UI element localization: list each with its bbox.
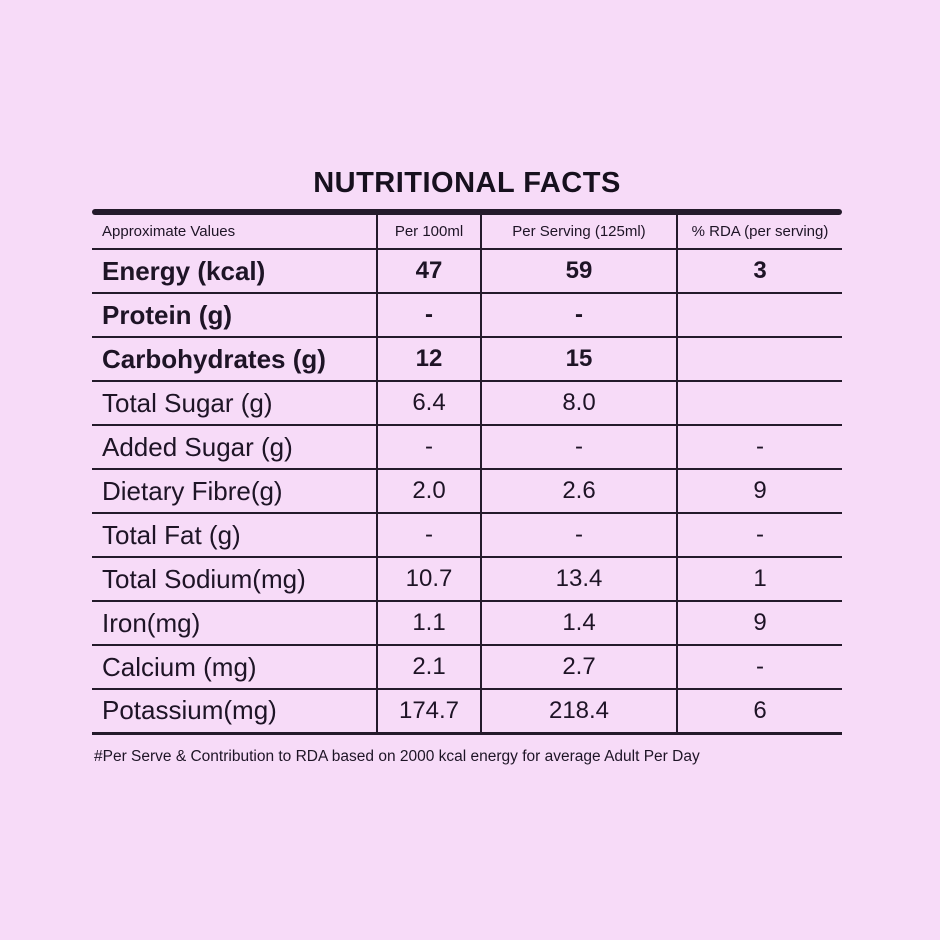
column-header-per-100ml: Per 100ml: [376, 215, 481, 250]
table-row: Calcium (mg) 2.1 2.7 -: [92, 645, 842, 690]
value-per-100ml: 47: [376, 249, 481, 294]
row-label: Total Sodium(mg): [92, 557, 377, 602]
row-label: Calcium (mg): [92, 645, 377, 690]
value-per-serving: -: [480, 293, 677, 338]
nutrition-label: NUTRITIONAL FACTS Approximate Values Per…: [92, 167, 842, 766]
row-label: Iron(mg): [92, 601, 377, 646]
row-label: Added Sugar (g): [92, 425, 377, 470]
value-rda: 6: [676, 689, 842, 735]
row-label: Potassium(mg): [92, 689, 377, 735]
value-per-100ml: 6.4: [376, 381, 481, 426]
footnote: #Per Serve & Contribution to RDA based o…: [94, 747, 700, 765]
value-per-100ml: -: [376, 293, 481, 338]
row-label: Total Fat (g): [92, 513, 377, 558]
value-per-100ml: 10.7: [376, 557, 481, 602]
table-row: Total Sugar (g) 6.4 8.0: [92, 381, 842, 426]
value-rda: 9: [676, 601, 842, 646]
value-per-serving: 1.4: [480, 601, 677, 646]
value-per-serving: -: [480, 425, 677, 470]
value-per-100ml: 174.7: [376, 689, 481, 735]
table-header-row: Approximate Values Per 100ml Per Serving…: [92, 215, 842, 250]
value-rda: [676, 293, 842, 338]
table-row: Iron(mg) 1.1 1.4 9: [92, 601, 842, 646]
value-per-serving: 2.6: [480, 469, 677, 514]
value-rda: -: [676, 425, 842, 470]
table-row: Dietary Fibre(g) 2.0 2.6 9: [92, 469, 842, 514]
row-label: Total Sugar (g): [92, 381, 377, 426]
table-row: Protein (g) - -: [92, 293, 842, 338]
value-per-serving: 218.4: [480, 689, 677, 735]
value-rda: -: [676, 513, 842, 558]
row-label: Energy (kcal): [92, 249, 377, 294]
value-per-serving: 59: [480, 249, 677, 294]
value-per-100ml: 2.1: [376, 645, 481, 690]
row-label: Carbohydrates (g): [92, 337, 377, 382]
page-title: NUTRITIONAL FACTS: [313, 167, 621, 199]
value-per-100ml: 1.1: [376, 601, 481, 646]
value-per-100ml: 2.0: [376, 469, 481, 514]
table-row: Energy (kcal) 47 59 3: [92, 249, 842, 294]
table-row: Carbohydrates (g) 12 15: [92, 337, 842, 382]
value-per-serving: 2.7: [480, 645, 677, 690]
value-per-serving: -: [480, 513, 677, 558]
row-label: Protein (g): [92, 293, 377, 338]
value-per-serving: 8.0: [480, 381, 677, 426]
value-per-100ml: -: [376, 513, 481, 558]
value-per-serving: 15: [480, 337, 677, 382]
value-rda: 9: [676, 469, 842, 514]
value-per-100ml: 12: [376, 337, 481, 382]
value-per-100ml: -: [376, 425, 481, 470]
value-rda: -: [676, 645, 842, 690]
value-rda: [676, 381, 842, 426]
table-top-rule: [92, 209, 842, 215]
nutrition-table: Approximate Values Per 100ml Per Serving…: [92, 215, 842, 735]
table-row: Total Fat (g) - - -: [92, 513, 842, 558]
column-header-per-serving: Per Serving (125ml): [480, 215, 677, 250]
column-header-rda: % RDA (per serving): [676, 215, 842, 250]
value-per-serving: 13.4: [480, 557, 677, 602]
value-rda: [676, 337, 842, 382]
column-header-approximate-values: Approximate Values: [92, 215, 377, 250]
table-body: Energy (kcal) 47 59 3 Protein (g) - - Ca…: [92, 249, 842, 735]
table-row: Added Sugar (g) - - -: [92, 425, 842, 470]
value-rda: 3: [676, 249, 842, 294]
table-row: Total Sodium(mg) 10.7 13.4 1: [92, 557, 842, 602]
row-label: Dietary Fibre(g): [92, 469, 377, 514]
table-row: Potassium(mg) 174.7 218.4 6: [92, 689, 842, 735]
value-rda: 1: [676, 557, 842, 602]
